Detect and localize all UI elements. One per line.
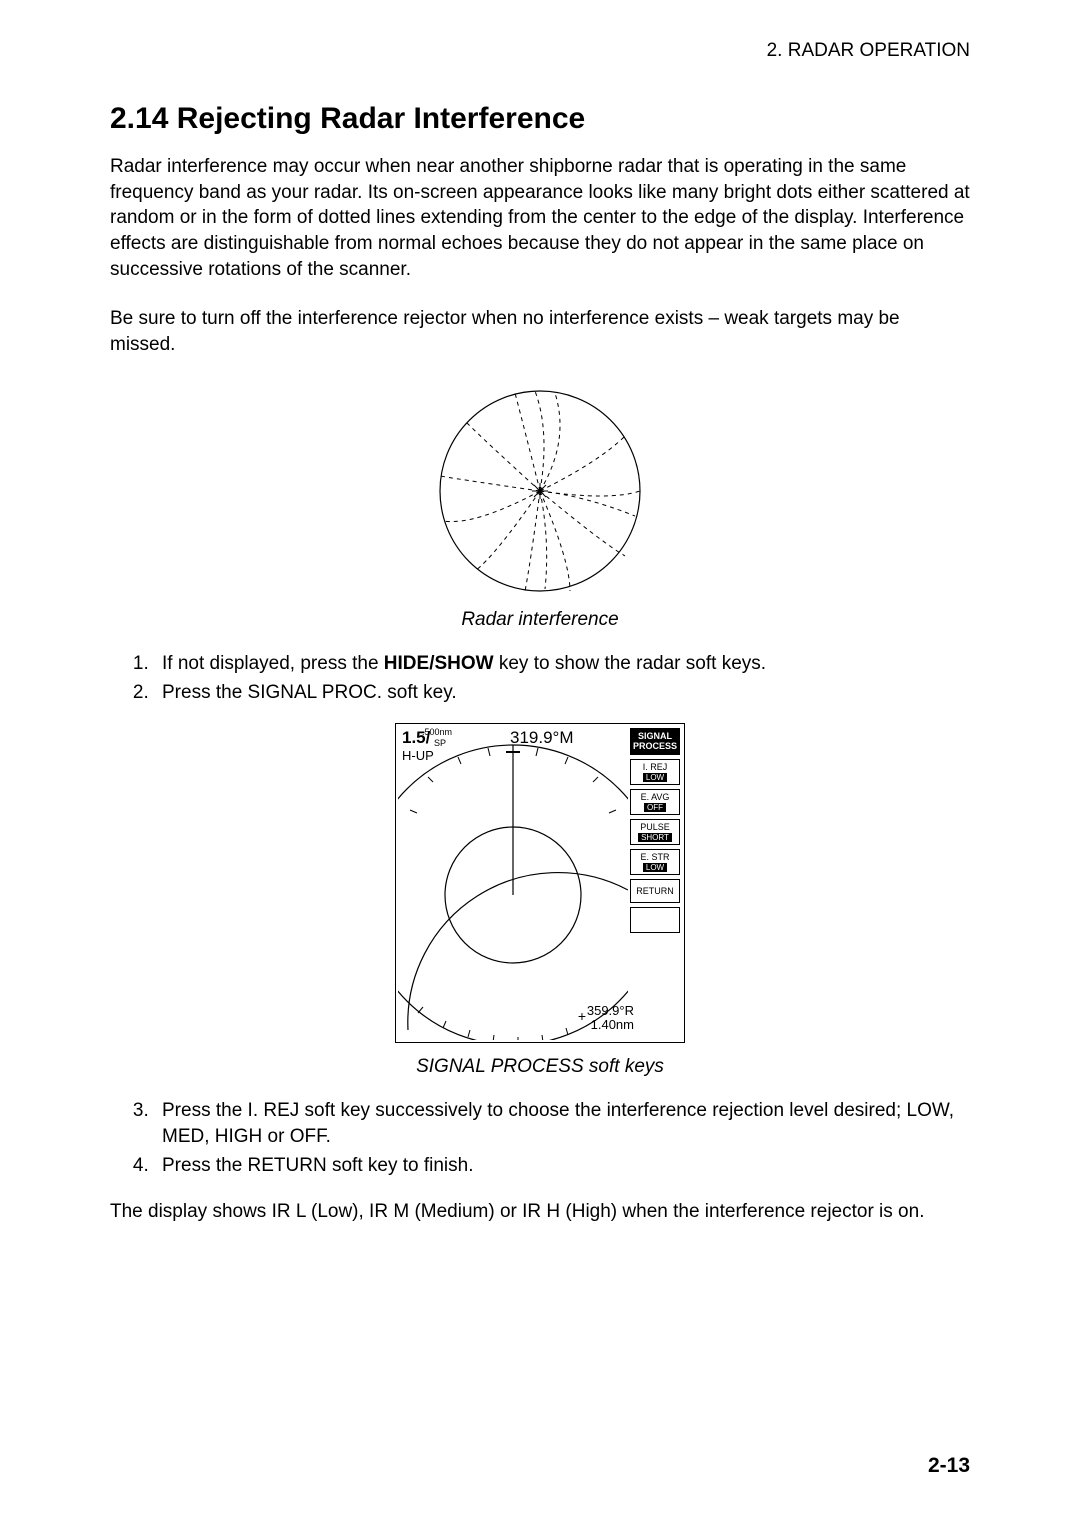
step-1-pre: If not displayed, press the — [162, 653, 384, 674]
steps-list-1: If not displayed, press the HIDE/SHOW ke… — [140, 651, 970, 706]
step-2: Press the SIGNAL PROC. soft key. — [154, 680, 970, 707]
figure-signal-process-caption: SIGNAL PROCESS soft keys — [110, 1056, 970, 1078]
sk-header-1: SIGNAL — [638, 731, 672, 741]
softkey-pulse[interactable]: PULSE SHORT — [630, 819, 680, 845]
step-4: Press the RETURN soft key to finish. — [154, 1153, 970, 1180]
radar-screen: 1.5/ .500nm SP H-UP 319.9°M — [395, 723, 685, 1043]
cursor-mark: + — [578, 1008, 586, 1024]
softkey-eavg[interactable]: E. AVG OFF — [630, 789, 680, 815]
step-3: Press the I. REJ soft key successively t… — [154, 1098, 970, 1151]
sk-estr-value: LOW — [643, 863, 667, 872]
bearing-unit: °R — [619, 1003, 634, 1018]
bearing-readout: 359.9°R — [587, 1003, 634, 1018]
sk-eavg-label: E. AVG — [641, 792, 670, 802]
radar-rings-svg — [398, 730, 628, 1040]
sk-eavg-value: OFF — [644, 803, 666, 812]
page-number: 2-13 — [928, 1454, 970, 1478]
intro-paragraph-2: Be sure to turn off the interference rej… — [110, 306, 970, 357]
figure-interference-caption: Radar interference — [110, 609, 970, 631]
intro-paragraph-1: Radar interference may occur when near a… — [110, 154, 970, 282]
softkey-return[interactable]: RETURN — [630, 879, 680, 903]
softkey-irej[interactable]: I. REJ LOW — [630, 759, 680, 785]
sk-pulse-label: PULSE — [640, 822, 670, 832]
distance-readout: 1.40nm — [591, 1017, 634, 1032]
page: 2. RADAR OPERATION 2.14 Rejecting Radar … — [0, 0, 1080, 1528]
interference-svg — [430, 381, 650, 601]
sk-estr-label: E. STR — [640, 852, 669, 862]
step-2-text: Press the SIGNAL PROC. soft key. — [162, 682, 457, 703]
sk-irej-label: I. REJ — [643, 762, 668, 772]
closing-paragraph: The display shows IR L (Low), IR M (Medi… — [110, 1199, 970, 1225]
softkey-estr[interactable]: E. STR LOW — [630, 849, 680, 875]
step-1: If not displayed, press the HIDE/SHOW ke… — [154, 651, 970, 678]
softkey-column: SIGNAL PROCESS I. REJ LOW E. AVG OFF PUL… — [630, 728, 680, 938]
chapter-header: 2. RADAR OPERATION — [110, 40, 970, 62]
figure-signal-process: 1.5/ .500nm SP H-UP 319.9°M — [110, 723, 970, 1048]
sk-return-label: RETURN — [636, 886, 674, 896]
bearing-value: 359.9 — [587, 1003, 620, 1018]
sk-pulse-value: SHORT — [638, 833, 672, 842]
sk-irej-value: LOW — [643, 773, 667, 782]
step-1-bold: HIDE/SHOW — [384, 653, 494, 674]
softkey-blank — [630, 907, 680, 933]
figure-interference — [110, 381, 970, 601]
section-heading: 2.14 Rejecting Radar Interference — [110, 102, 970, 136]
step-1-post: key to show the radar soft keys. — [494, 653, 766, 674]
sk-header-2: PROCESS — [633, 741, 677, 751]
steps-list-2: Press the I. REJ soft key successively t… — [140, 1098, 970, 1180]
softkey-header: SIGNAL PROCESS — [630, 728, 680, 756]
